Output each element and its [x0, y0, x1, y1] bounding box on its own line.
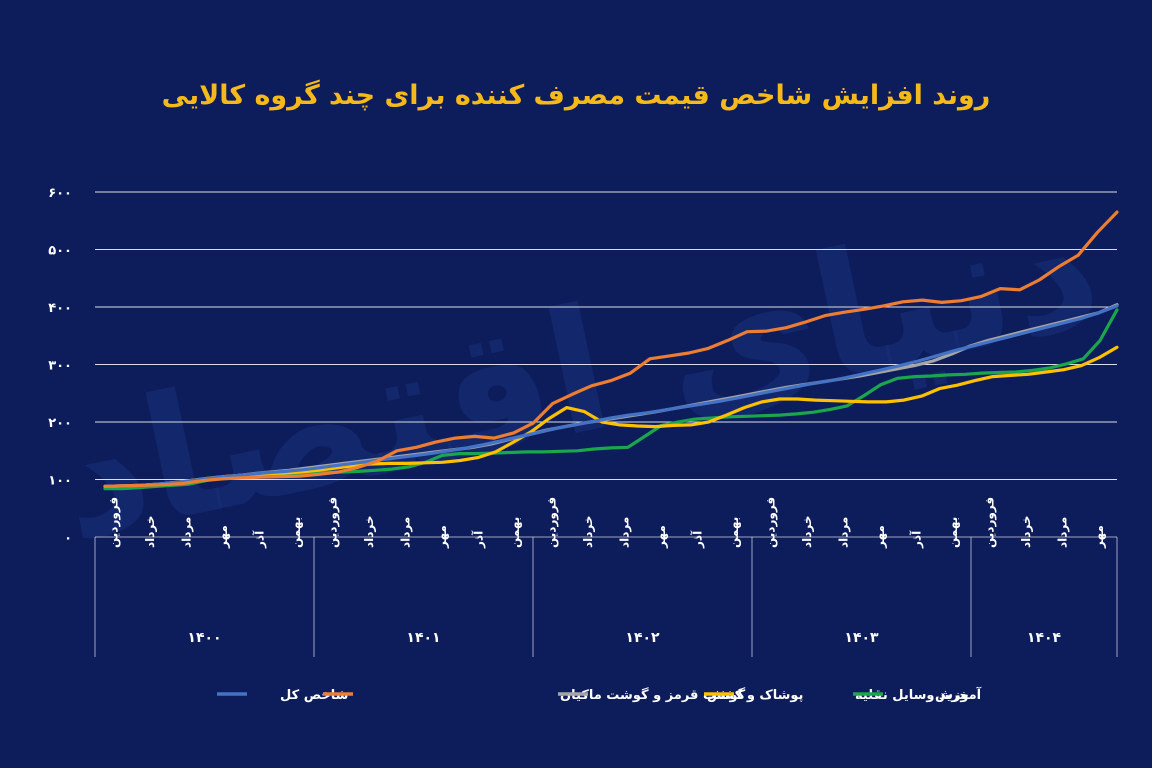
x-tick-label: آذر	[689, 530, 704, 549]
x-tick-label: مهر	[654, 525, 668, 549]
x-tick-label: مهر	[435, 525, 449, 549]
x-tick-label: خرداد	[581, 515, 595, 548]
x-tick-label: آذر	[470, 530, 485, 549]
x-tick-label: فروردین	[325, 497, 340, 548]
legend-label-1: گوشت قرمز و گوشت ماکیان	[560, 687, 746, 703]
chart-title: روند افزایش شاخص قیمت مصرف کننده برای چن…	[162, 79, 991, 111]
y-tick-label: ۰	[64, 531, 72, 546]
x-tick-label: بهمن	[508, 517, 522, 548]
y-tick-label: ۵۰۰	[48, 244, 72, 259]
x-tick-label: فروردین	[544, 497, 559, 548]
legend-label-4: آموزش	[935, 686, 982, 703]
year-label: ۱۴۰۴	[1027, 630, 1062, 646]
x-tick-label: مرداد	[617, 517, 631, 548]
y-tick-label: ۲۰۰	[48, 416, 72, 431]
legend-label-0: شاخص کل	[280, 688, 348, 703]
x-tick-label: مرداد	[179, 517, 193, 548]
x-tick-label: بهمن	[727, 517, 741, 548]
series-line-0	[103, 304, 1119, 488]
year-label: ۱۴۰۲	[625, 630, 660, 646]
y-tick-label: ۶۰۰	[48, 186, 72, 201]
x-tick-label: مرداد	[1055, 517, 1069, 548]
x-tick-label: آذر	[908, 530, 923, 549]
x-tick-label: خرداد	[1019, 515, 1033, 548]
y-tick-label: ۴۰۰	[48, 301, 72, 316]
x-tick-label: فروردین	[763, 497, 778, 548]
x-tick-label: مرداد	[836, 517, 850, 548]
x-tick-label: خرداد	[800, 515, 814, 548]
x-tick-label: خرداد	[143, 515, 157, 548]
series-line-1	[103, 210, 1119, 488]
x-tick-label: مهر	[216, 525, 230, 549]
y-tick-label: ۱۰۰	[48, 474, 72, 489]
x-tick-label: فروردین	[982, 497, 997, 548]
x-tick-label: آذر	[251, 530, 266, 549]
year-label: ۱۴۰۱	[406, 630, 440, 646]
y-tick-label: ۳۰۰	[48, 359, 72, 374]
legend-label-3: خرید وسایل نقلیه	[855, 688, 969, 703]
x-tick-label: بهمن	[289, 517, 303, 548]
x-tick-label: خرداد	[362, 515, 376, 548]
x-tick-label: فروردین	[106, 497, 121, 548]
x-tick-label: بهمن	[946, 517, 960, 548]
x-tick-label: مرداد	[398, 517, 412, 548]
x-tick-label: مهر	[873, 525, 887, 549]
x-tick-label: مهر	[1092, 525, 1106, 549]
year-label: ۱۴۰۳	[844, 630, 879, 646]
year-label: ۱۴۰۰	[187, 630, 221, 646]
legend-label-2: پوشاک و کفش	[707, 688, 803, 703]
